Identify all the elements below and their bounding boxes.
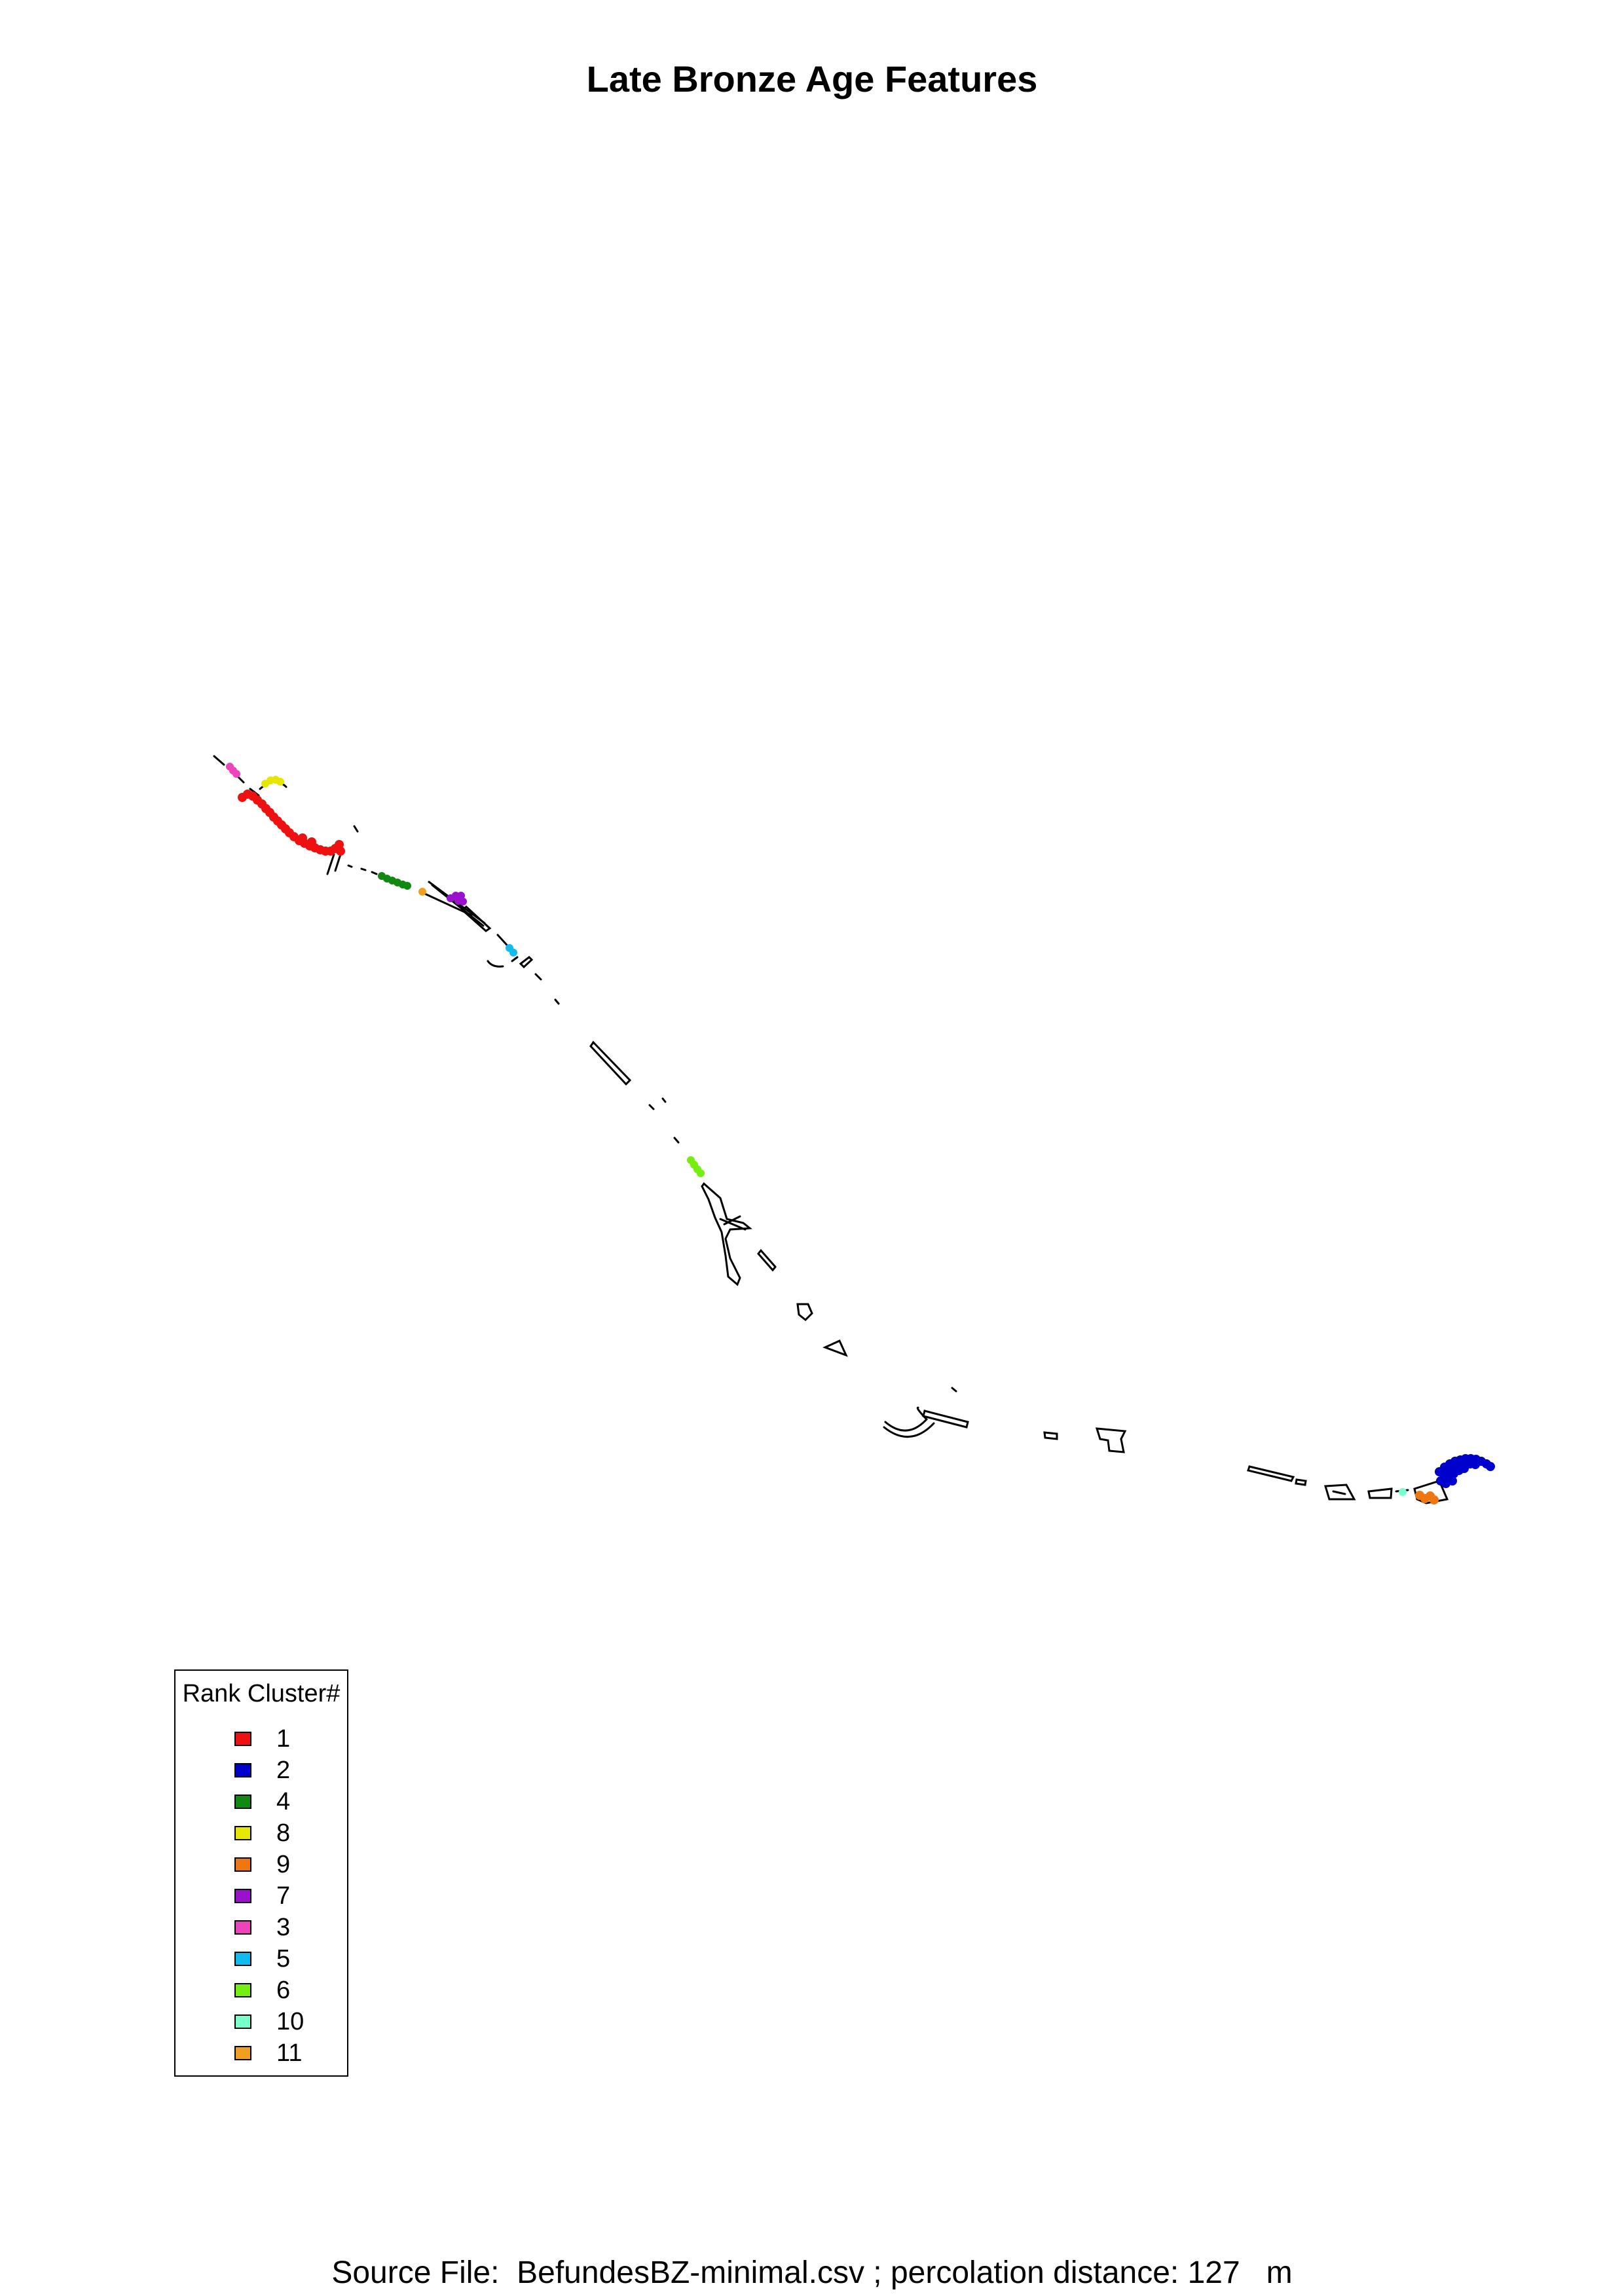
cluster-11-point bbox=[418, 888, 426, 896]
legend-title: Rank Cluster# bbox=[182, 1680, 341, 1707]
cluster-5-point bbox=[509, 949, 517, 957]
cluster-points bbox=[226, 763, 1495, 1504]
legend-item: 11 bbox=[234, 2039, 303, 2067]
cluster-10-point bbox=[1399, 1488, 1407, 1496]
legend-swatch bbox=[234, 1983, 251, 1997]
cluster-1-point bbox=[307, 837, 316, 847]
cluster-9-point bbox=[1430, 1495, 1439, 1504]
feature-outline bbox=[701, 1182, 752, 1286]
cluster-1-point bbox=[336, 847, 345, 856]
feature-outline bbox=[922, 1410, 969, 1429]
feature-outline bbox=[213, 755, 225, 766]
feature-outline bbox=[1332, 1490, 1346, 1495]
map-title: Late Bronze Age Features bbox=[586, 58, 1038, 100]
legend-label: 8 bbox=[276, 1819, 291, 1847]
feature-outline bbox=[661, 1097, 667, 1103]
feature-outline bbox=[371, 871, 378, 875]
feature-outline bbox=[519, 956, 534, 969]
legend-label: 9 bbox=[276, 1850, 291, 1878]
feature-outline bbox=[648, 1104, 655, 1110]
legend-item: 6 bbox=[234, 1976, 291, 2004]
legend-label: 6 bbox=[276, 1976, 291, 2004]
legend-item: 1 bbox=[234, 1724, 291, 1753]
legend-swatch bbox=[234, 1795, 251, 1809]
feature-outline bbox=[757, 1248, 777, 1272]
cluster-3-point bbox=[232, 770, 240, 778]
legend-item: 10 bbox=[234, 2007, 304, 2035]
legend-swatch bbox=[234, 1763, 251, 1777]
feature-outline bbox=[326, 853, 335, 875]
feature-outline bbox=[511, 956, 519, 962]
legend-label: 5 bbox=[276, 1944, 291, 1973]
cluster-6-point bbox=[697, 1169, 705, 1177]
feature-outline bbox=[951, 1387, 957, 1393]
legend: Rank Cluster# 1 2 4 8 9 7 3 5 6 10 11 bbox=[174, 1669, 348, 2077]
feature-outline bbox=[534, 973, 542, 981]
feature-outline bbox=[1324, 1484, 1356, 1501]
legend-label: 2 bbox=[276, 1756, 291, 1784]
legend-swatch bbox=[234, 1889, 251, 1903]
legend-swatch bbox=[234, 1857, 251, 1872]
cluster-2-point bbox=[1486, 1462, 1495, 1471]
legend-item: 8 bbox=[234, 1819, 291, 1847]
feature-outline bbox=[1295, 1478, 1307, 1486]
feature-outline bbox=[334, 853, 342, 872]
feature-outline bbox=[1367, 1487, 1393, 1499]
legend-item: 7 bbox=[234, 1882, 291, 1910]
legend-label: 7 bbox=[276, 1882, 291, 1910]
feature-outline bbox=[589, 1040, 632, 1086]
legend-label: 10 bbox=[276, 2007, 304, 2035]
feature-outline bbox=[347, 864, 353, 868]
cluster-7-point bbox=[459, 898, 467, 905]
legend-swatch bbox=[234, 1952, 251, 1966]
legend-item: 4 bbox=[234, 1787, 291, 1815]
legend-item: 5 bbox=[234, 1944, 291, 1973]
feature-outline bbox=[1043, 1431, 1058, 1440]
legend-swatch bbox=[234, 2014, 251, 2029]
cluster-2-point bbox=[1471, 1460, 1480, 1469]
feature-outline bbox=[673, 1137, 680, 1144]
feature-outline bbox=[353, 825, 359, 833]
feature-outline bbox=[554, 998, 560, 1005]
feature-outline bbox=[719, 1215, 747, 1231]
cluster-2-point bbox=[1460, 1464, 1469, 1473]
feature-outline bbox=[360, 867, 367, 871]
legend-swatch bbox=[234, 1826, 251, 1840]
feature-outline bbox=[796, 1303, 813, 1322]
legend-swatch bbox=[234, 1732, 251, 1746]
legend-label: 4 bbox=[276, 1787, 291, 1815]
legend-item: 3 bbox=[234, 1914, 290, 1941]
legend-item: 9 bbox=[234, 1851, 290, 1878]
legend-swatch bbox=[234, 1920, 251, 1935]
feature-outlines bbox=[213, 755, 1449, 1504]
legend-item: 2 bbox=[234, 1756, 291, 1784]
feature-outline bbox=[1247, 1465, 1295, 1482]
feature-outline bbox=[487, 960, 504, 968]
feature-outline bbox=[884, 1406, 929, 1432]
cluster-1-point bbox=[298, 833, 307, 843]
legend-label: 11 bbox=[276, 2039, 303, 2067]
feature-outline bbox=[822, 1339, 848, 1357]
cluster-8-point bbox=[276, 778, 284, 786]
legend-label: 1 bbox=[276, 1724, 291, 1753]
feature-outline bbox=[1095, 1427, 1127, 1453]
legend-swatch bbox=[234, 2046, 251, 2060]
cluster-2-point bbox=[1448, 1476, 1457, 1485]
cluster-4-point bbox=[403, 882, 411, 890]
legend-label: 3 bbox=[276, 1913, 291, 1941]
feature-outline bbox=[883, 1422, 935, 1438]
source-footer: Source File: BefundesBZ-minimal.csv ; pe… bbox=[331, 2255, 1293, 2290]
